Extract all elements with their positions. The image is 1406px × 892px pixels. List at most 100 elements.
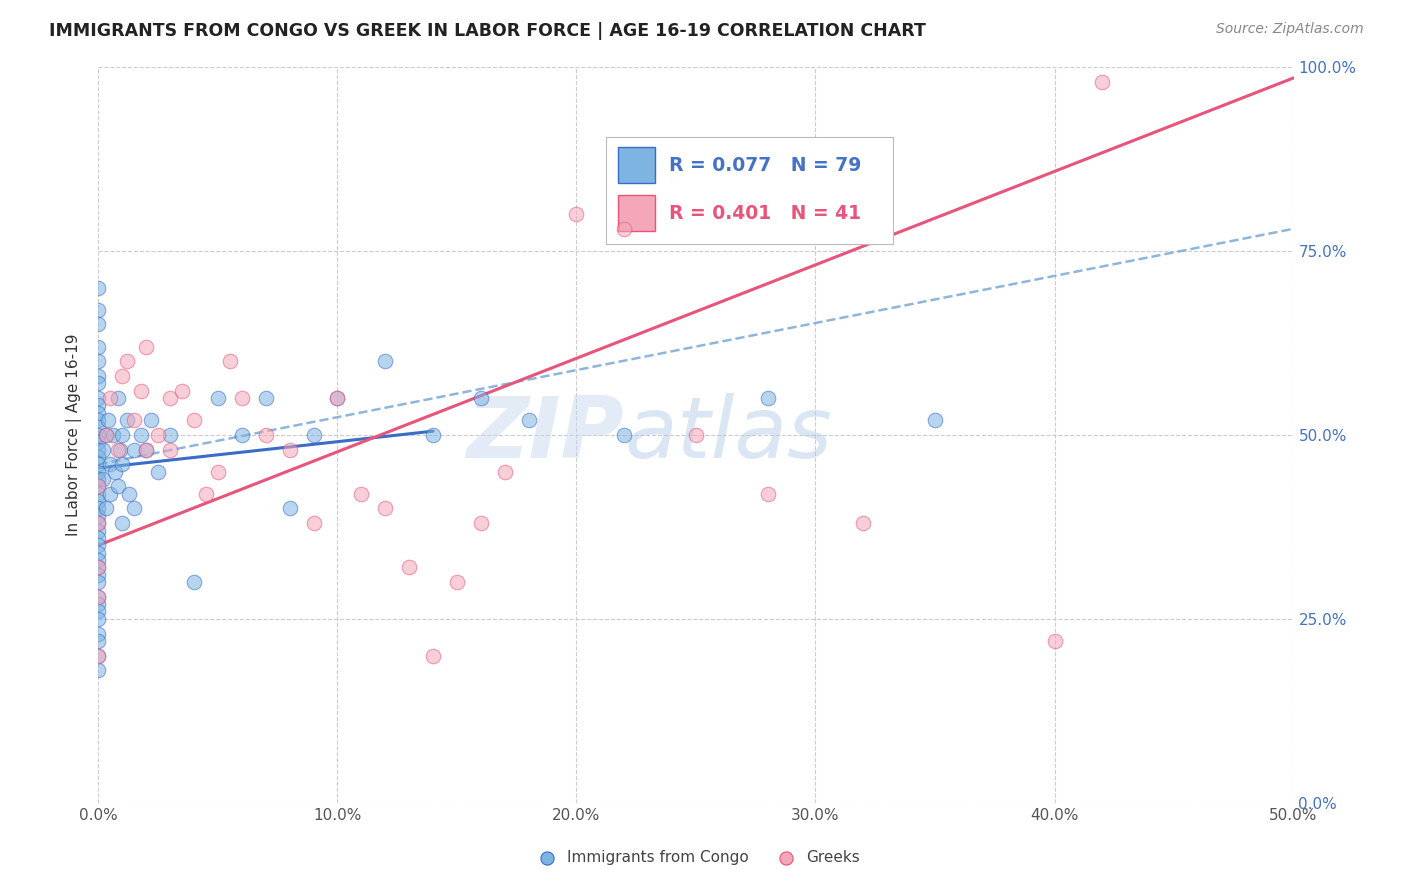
Point: [87, 648, 110, 663]
Point: [470, 391, 492, 405]
Point: [159, 442, 181, 457]
Point: [87, 516, 110, 530]
Point: [87, 487, 110, 501]
Point: [87, 545, 110, 560]
Point: [87, 516, 110, 530]
Point: [131, 384, 153, 398]
Point: [613, 222, 636, 236]
Point: [104, 465, 127, 479]
Point: [254, 427, 277, 442]
Text: atlas: atlas: [624, 393, 832, 476]
Text: Immigrants from Congo: Immigrants from Congo: [567, 850, 748, 865]
Point: [302, 516, 325, 530]
Point: [254, 391, 277, 405]
Point: [107, 479, 129, 493]
Point: [87, 413, 110, 427]
Point: [924, 413, 946, 427]
Point: [107, 391, 129, 405]
Point: [91, 472, 114, 486]
Point: [756, 487, 779, 501]
Point: [685, 427, 707, 442]
Point: [1091, 74, 1114, 88]
Point: [87, 281, 110, 295]
Point: [278, 442, 301, 457]
Point: [87, 508, 110, 523]
Point: [183, 575, 205, 590]
Point: [87, 427, 110, 442]
Point: [756, 391, 779, 405]
Point: [446, 575, 468, 590]
Point: [111, 369, 134, 384]
Point: [115, 413, 138, 427]
Point: [87, 318, 110, 332]
Point: [159, 427, 181, 442]
Point: [87, 391, 110, 405]
Point: [87, 633, 110, 648]
Point: [87, 457, 110, 471]
Point: [94, 427, 117, 442]
Point: [111, 516, 134, 530]
Point: [207, 465, 229, 479]
Point: [139, 413, 162, 427]
Point: [98, 457, 122, 471]
Point: [398, 560, 420, 574]
Point: [135, 442, 157, 457]
Point: [87, 398, 110, 412]
Point: [135, 442, 157, 457]
Point: [183, 413, 205, 427]
Point: [98, 487, 122, 501]
Point: [87, 597, 110, 611]
Point: [195, 487, 218, 501]
Point: [374, 501, 396, 516]
Point: [87, 442, 110, 457]
Point: [374, 354, 396, 368]
Point: [111, 457, 134, 471]
Point: [87, 354, 110, 368]
Point: [98, 391, 122, 405]
Y-axis label: In Labor Force | Age 16-19: In Labor Force | Age 16-19: [66, 334, 83, 536]
Text: Greeks: Greeks: [806, 850, 859, 865]
Point: [87, 369, 110, 384]
Text: ZIP: ZIP: [467, 393, 624, 476]
Point: [118, 487, 141, 501]
Point: [350, 487, 373, 501]
Point: [148, 465, 170, 479]
Point: [326, 391, 349, 405]
Point: [613, 427, 636, 442]
Point: [115, 354, 138, 368]
Point: [87, 376, 110, 391]
Point: [87, 420, 110, 434]
Point: [422, 648, 444, 663]
Point: [94, 427, 117, 442]
Point: [124, 501, 146, 516]
Point: [87, 479, 110, 493]
Point: [87, 605, 110, 619]
Point: [111, 427, 134, 442]
Point: [131, 427, 153, 442]
Point: [124, 413, 146, 427]
Point: [207, 391, 229, 405]
Point: [87, 560, 110, 574]
Point: [565, 207, 588, 221]
Point: [1043, 633, 1066, 648]
Point: [87, 590, 110, 604]
Point: [101, 427, 124, 442]
Point: [87, 435, 110, 450]
Point: [94, 501, 117, 516]
Point: [302, 427, 325, 442]
Point: [87, 494, 110, 508]
Point: [219, 354, 242, 368]
Point: [159, 391, 181, 405]
Point: [172, 384, 194, 398]
Point: [517, 413, 540, 427]
Point: [852, 516, 875, 530]
Point: [108, 442, 131, 457]
Point: [494, 465, 516, 479]
Point: [91, 442, 114, 457]
Point: [422, 427, 444, 442]
Point: [87, 465, 110, 479]
Point: [87, 575, 110, 590]
Point: [278, 501, 301, 516]
Point: [87, 612, 110, 626]
Point: [326, 391, 349, 405]
